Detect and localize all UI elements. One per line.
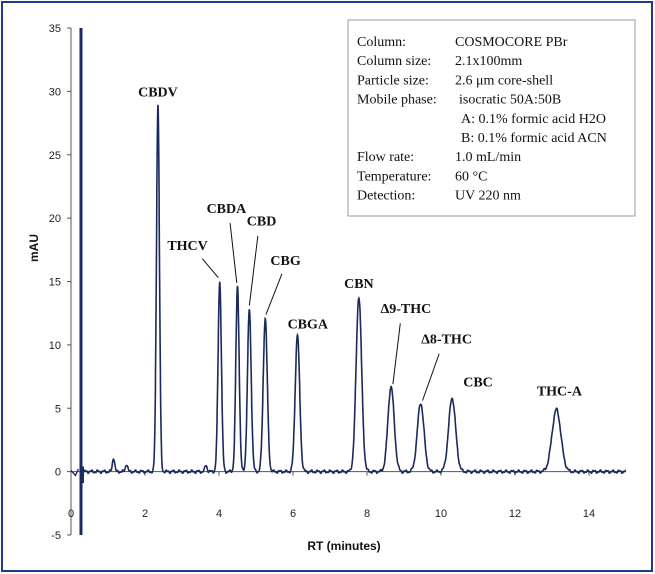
info-label: Temperature: bbox=[357, 169, 431, 184]
info-label: Column: bbox=[357, 35, 406, 50]
x-tick-label: 4 bbox=[216, 508, 222, 520]
y-tick-label: 15 bbox=[49, 277, 61, 289]
info-value: 2.6 μm core-shell bbox=[455, 73, 553, 88]
peak-label: Δ9-THC bbox=[380, 302, 431, 317]
trace-lead bbox=[70, 468, 80, 477]
x-tick-label: 14 bbox=[583, 508, 595, 520]
info-value: 60 °C bbox=[455, 169, 487, 184]
peak-label: THCV bbox=[167, 239, 207, 254]
x-tick-label: 2 bbox=[142, 508, 148, 520]
y-tick-label: 0 bbox=[55, 467, 61, 479]
info-box-border bbox=[347, 19, 636, 217]
y-tick-label: 30 bbox=[49, 86, 61, 98]
y-axis-label: mAU bbox=[27, 234, 41, 262]
y-tick-label: 25 bbox=[49, 150, 61, 162]
peak-pointer-line bbox=[248, 235, 259, 306]
info-label: Particle size: bbox=[357, 73, 429, 88]
x-tick-label: 8 bbox=[364, 508, 370, 520]
info-value: A: 0.1% formic acid H2O bbox=[461, 112, 606, 127]
y-tick-label: 10 bbox=[49, 340, 61, 352]
peak-pointer-line bbox=[422, 353, 440, 401]
info-value: isocratic 50A:50B bbox=[459, 93, 561, 108]
x-tick-label: 10 bbox=[435, 508, 447, 520]
y-tick-label: -5 bbox=[51, 530, 61, 542]
peak-label: CBD bbox=[247, 215, 277, 230]
info-label: Column size: bbox=[357, 54, 431, 69]
peak-label: CBGA bbox=[288, 317, 329, 332]
y-tick-label: 20 bbox=[49, 213, 61, 225]
info-value: 1.0 mL/min bbox=[455, 150, 521, 165]
info-value: 2.1x100mm bbox=[455, 54, 522, 69]
peak-label: CBDV bbox=[138, 85, 178, 100]
info-value: UV 220 nm bbox=[455, 189, 521, 204]
peak-label: CBDA bbox=[207, 202, 248, 217]
x-tick-label: 6 bbox=[290, 508, 296, 520]
peak-pointer-line bbox=[265, 273, 283, 315]
peak-pointer-line bbox=[392, 323, 401, 385]
peak-label: CBC bbox=[463, 376, 493, 391]
x-tick-label: 12 bbox=[509, 508, 521, 520]
peak-label: THC-A bbox=[537, 385, 583, 400]
trace-line bbox=[81, 104, 627, 475]
peak-pointer-line bbox=[229, 223, 238, 283]
method-info-box: Column: COSMOCORE PBr Column size: 2.1x100m… bbox=[347, 19, 636, 217]
peak-label: Δ8-THC bbox=[421, 333, 472, 348]
y-tick-label: 35 bbox=[49, 23, 61, 35]
peak-label: CBN bbox=[344, 277, 374, 292]
peak-pointer-line bbox=[201, 258, 219, 279]
chromatogram-trace bbox=[70, 28, 627, 535]
y-tick-label: 5 bbox=[55, 403, 61, 415]
info-value: B: 0.1% formic acid ACN bbox=[461, 131, 607, 146]
info-label: Mobile phase: bbox=[357, 93, 437, 108]
x-tick-label: 0 bbox=[68, 508, 74, 520]
info-label: Flow rate: bbox=[357, 150, 414, 165]
x-axis-label: RT (minutes) bbox=[307, 539, 380, 553]
info-value: COSMOCORE PBr bbox=[455, 35, 568, 50]
info-label: Detection: bbox=[357, 189, 415, 204]
peak-label: CBG bbox=[270, 254, 300, 269]
